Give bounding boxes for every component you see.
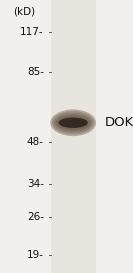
Ellipse shape [57,116,89,130]
Text: DOK3: DOK3 [105,116,133,129]
Text: 85-: 85- [27,67,44,76]
Text: 34-: 34- [27,179,44,189]
Ellipse shape [52,111,94,135]
Ellipse shape [50,109,96,136]
Ellipse shape [59,118,88,128]
Text: (kD): (kD) [13,7,35,17]
Text: 117-: 117- [20,27,44,37]
Text: 48-: 48- [27,137,44,147]
Ellipse shape [53,113,93,133]
FancyBboxPatch shape [51,0,96,273]
Ellipse shape [55,114,91,131]
Text: 19-: 19- [27,250,44,260]
Text: 26-: 26- [27,212,44,222]
